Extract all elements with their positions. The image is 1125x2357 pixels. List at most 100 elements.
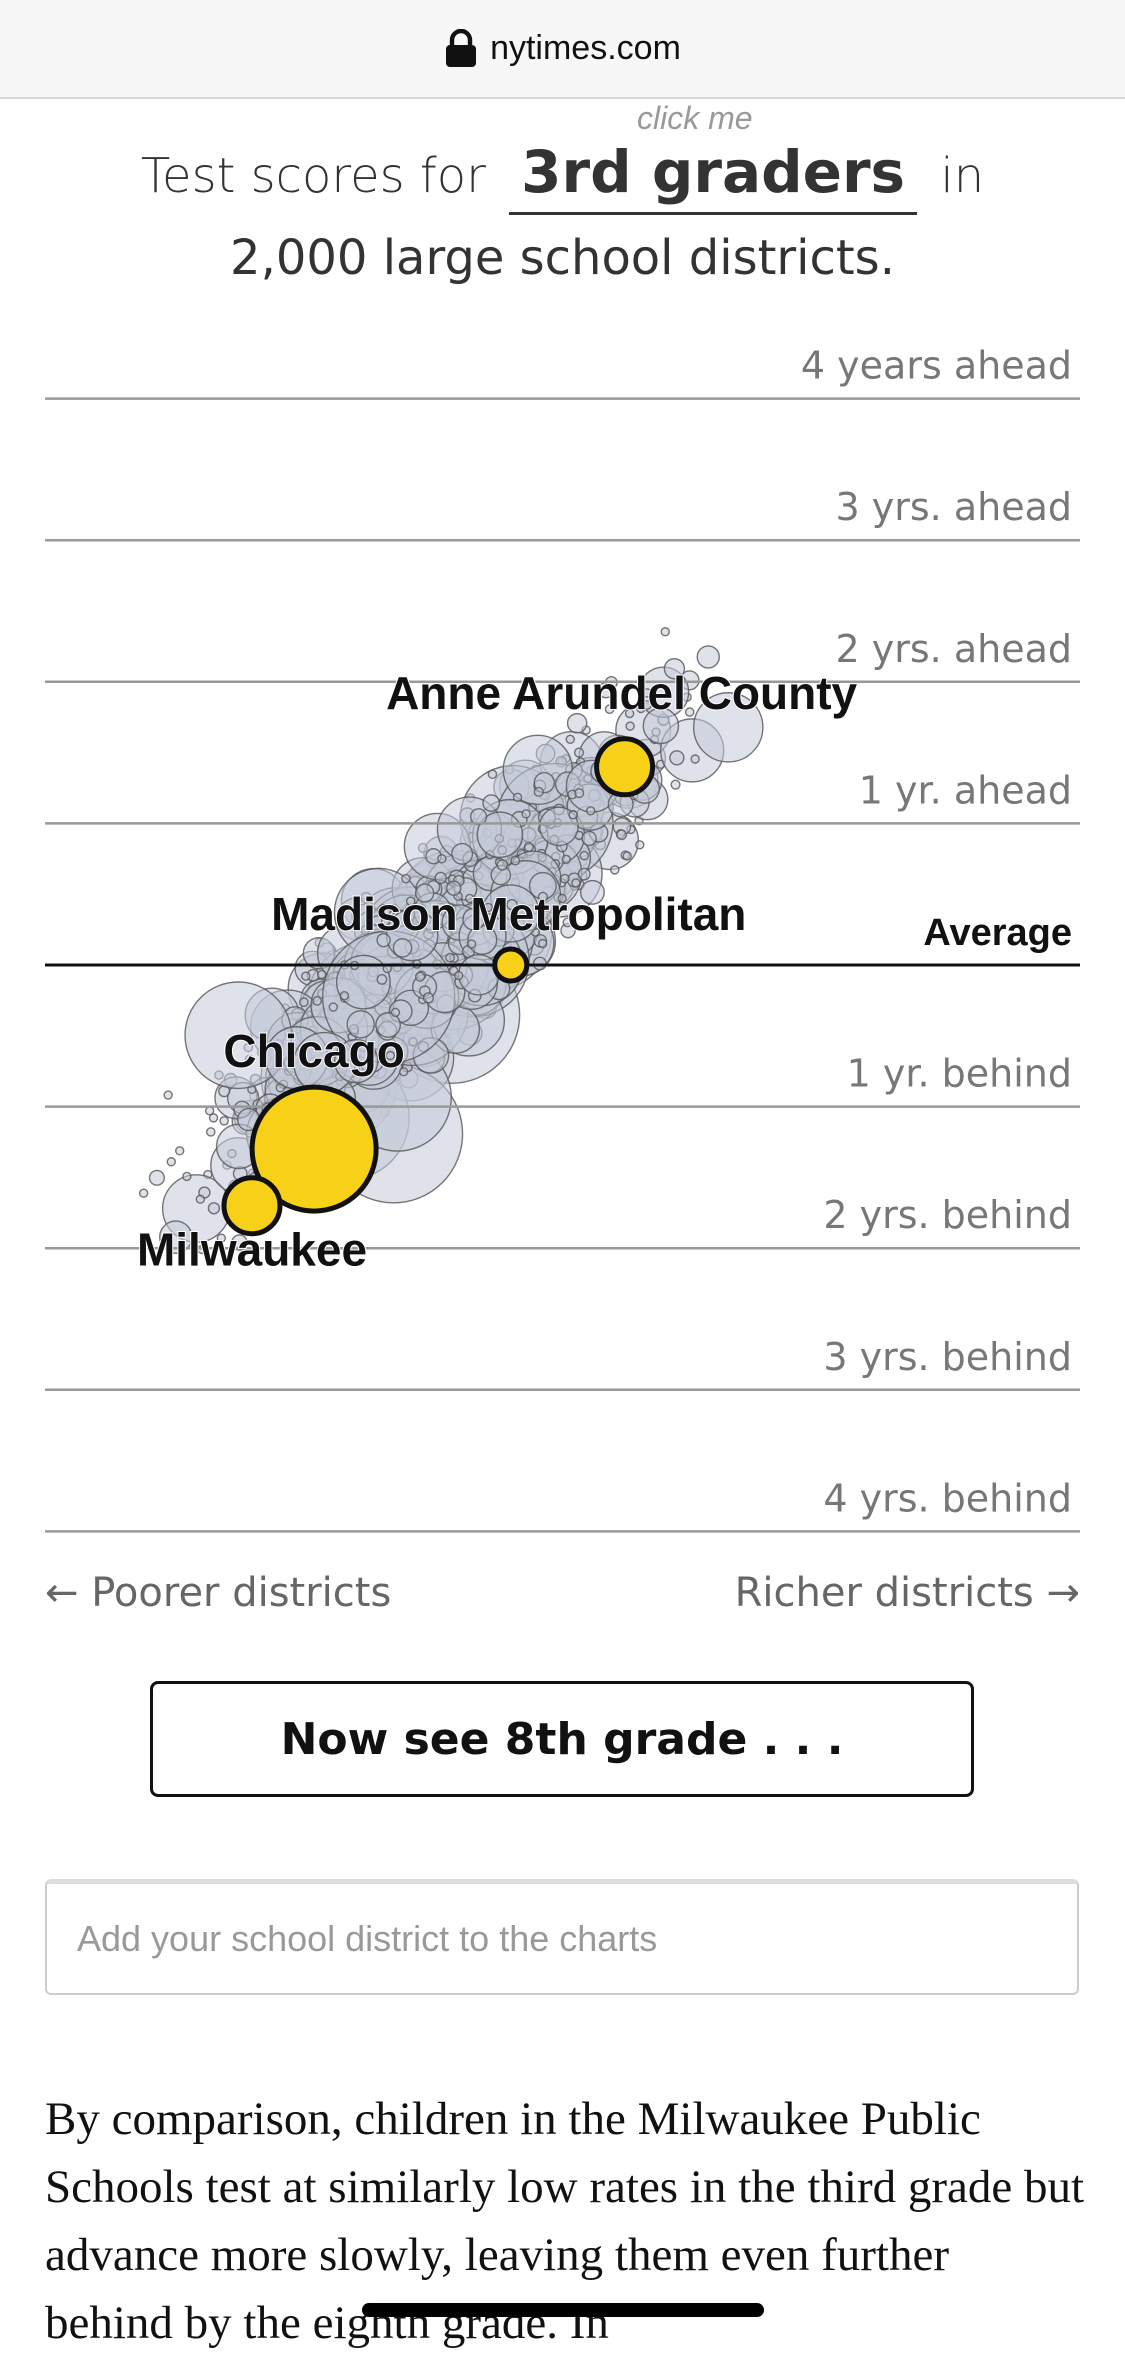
district-dot <box>696 645 720 669</box>
district-dot <box>565 734 575 744</box>
district-dot <box>581 830 597 847</box>
richer-districts-label: Richer districts → <box>734 1570 1080 1616</box>
district-dot <box>401 873 411 884</box>
highlighted-district-dot <box>594 736 656 798</box>
see-8th-grade-button[interactable]: Now see 8th grade . . . <box>150 1681 974 1797</box>
district-dot <box>163 1090 173 1100</box>
district-dot <box>445 952 455 963</box>
district-dot <box>604 704 615 715</box>
district-dot <box>422 992 435 1004</box>
district-dot <box>208 1113 219 1123</box>
district-dot <box>539 806 579 847</box>
district-dot <box>375 1012 401 1038</box>
district-dot <box>573 747 585 758</box>
district-dot <box>496 859 509 871</box>
district-dot <box>579 850 590 861</box>
district-dot <box>414 883 435 903</box>
district-dot <box>385 1050 396 1061</box>
y-tick-label: 3 yrs. behind <box>823 1335 1072 1379</box>
district-dot <box>512 792 523 803</box>
district-dot <box>566 712 588 734</box>
y-tick-label: 2 yrs. behind <box>823 1193 1072 1237</box>
district-search-input[interactable] <box>45 1879 1079 1995</box>
district-dot <box>670 779 681 790</box>
district-dot <box>487 769 498 780</box>
district-dot <box>158 1220 193 1254</box>
district-dot <box>571 878 581 888</box>
district-dot <box>574 788 585 799</box>
district-dot <box>231 1234 248 1251</box>
district-dot <box>376 973 388 985</box>
district-dot <box>635 840 645 850</box>
district-dot <box>216 1233 227 1243</box>
district-dot <box>538 938 548 949</box>
district-dot <box>562 917 573 928</box>
district-dot <box>523 841 534 852</box>
district-dot <box>660 627 670 637</box>
district-dot <box>312 995 323 1006</box>
district-dot <box>437 854 447 864</box>
district-dot <box>625 721 635 731</box>
district-dot <box>446 880 462 896</box>
y-tick-label: 4 yrs. behind <box>823 1476 1072 1520</box>
district-dot <box>690 754 700 764</box>
district-dot <box>166 1157 176 1167</box>
district-dot <box>451 842 474 865</box>
url-domain: nytimes.com <box>490 29 681 67</box>
district-dot <box>585 806 596 816</box>
district-dot <box>298 997 309 1008</box>
district-label: Chicago <box>223 1025 404 1077</box>
district-dot <box>328 1002 338 1012</box>
highlighted-district-dot <box>249 1084 379 1214</box>
district-dot <box>335 954 391 1010</box>
district-cloud <box>138 627 764 1255</box>
district-dot <box>568 810 578 820</box>
highlighted-district-dot <box>492 946 530 984</box>
chart-title: Test scores for 3rd graders in <box>0 138 1125 215</box>
district-dot <box>559 873 570 884</box>
district-dot <box>346 1010 375 1039</box>
district-dot <box>138 1188 149 1198</box>
district-dot <box>414 971 426 982</box>
grade-toggle[interactable]: 3rd graders <box>509 138 918 215</box>
district-dot <box>609 865 620 875</box>
y-tick-label: 2 yrs. ahead <box>836 627 1072 671</box>
district-dot <box>483 902 493 913</box>
browser-url-bar[interactable]: nytimes.com <box>0 0 1125 99</box>
gridlines: 4 years ahead 3 yrs. ahead 2 yrs. ahead 1 y… <box>45 344 1080 1533</box>
district-dot <box>175 1146 185 1156</box>
district-dot <box>521 809 531 819</box>
district-dot <box>624 708 635 719</box>
district-dot <box>616 829 628 841</box>
district-dot <box>636 703 646 714</box>
district-dot <box>684 707 695 717</box>
district-dot <box>195 1194 206 1204</box>
district-dot <box>182 1171 192 1182</box>
district-dot <box>207 1202 221 1215</box>
district-dot <box>663 658 686 680</box>
home-indicator <box>362 2303 764 2317</box>
district-label: Madison Metropolitan <box>271 888 746 940</box>
article-paragraph: By comparison, children in the Milwaukee… <box>45 2093 1085 2349</box>
district-dot <box>219 1116 229 1126</box>
district-dot <box>316 969 327 980</box>
y-tick-label: 1 yr. ahead <box>859 768 1072 812</box>
district-dot <box>642 707 680 745</box>
district-dot <box>390 1007 401 1018</box>
title-suffix: in <box>940 148 985 204</box>
district-dot <box>561 854 571 865</box>
y-tick-label: 3 yrs. ahead <box>836 485 1072 529</box>
district-dot <box>642 688 652 698</box>
district-label: Milwaukee <box>137 1224 367 1276</box>
district-dot <box>577 867 591 881</box>
district-dot <box>339 990 350 1001</box>
poorer-districts-label: ← Poorer districts <box>45 1570 392 1616</box>
district-dot <box>510 855 521 866</box>
scatter-chart: 4 years ahead 3 yrs. ahead 2 yrs. ahead 1 y… <box>45 344 1080 1533</box>
chart-subtitle: 2,000 large school districts. <box>230 230 895 286</box>
district-dot <box>405 896 416 907</box>
district-dot <box>376 932 391 948</box>
district-dot <box>579 879 605 905</box>
district-dot <box>354 1041 376 1064</box>
district-dot <box>398 1066 409 1077</box>
